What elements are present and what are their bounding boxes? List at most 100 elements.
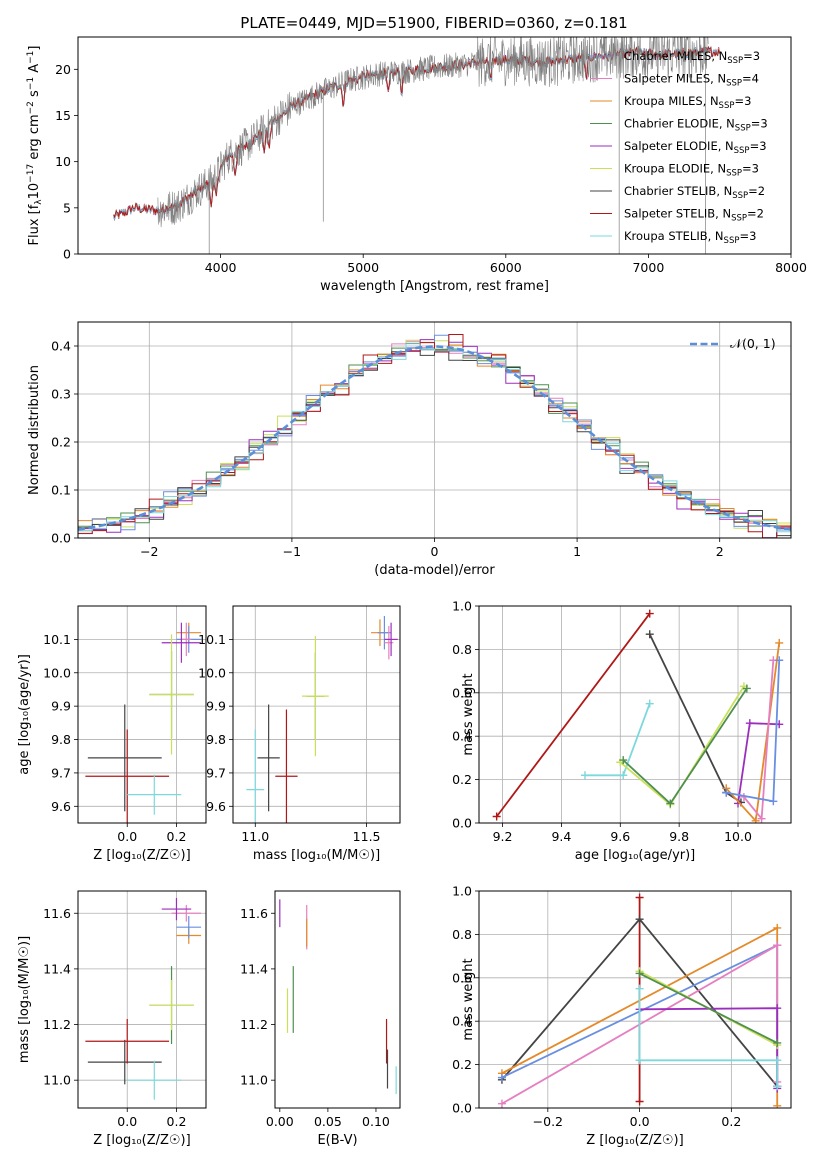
y-axis-label: Normed distribution	[27, 365, 42, 495]
errorbar-point	[181, 622, 192, 657]
legend-entry: Kroupa STELIB, NSSP=3	[624, 229, 756, 246]
x-tick-label: 1	[573, 544, 581, 559]
x-tick-label: 11.0	[241, 829, 269, 844]
legend-entry-count: =4	[742, 72, 759, 86]
legend-entry-count: =2	[747, 207, 764, 221]
panel-spectrum: 4000 5000 6000 7000 8000 0 5 10 15 20 wavelength […	[26, 36, 807, 294]
residual-histogram	[78, 334, 791, 538]
y-tick-label: 1.0	[452, 599, 472, 614]
legend-entry-name: Chabrier ELODIE, N	[624, 117, 735, 131]
weight-point-marker	[635, 984, 644, 993]
legend-entry-sub: SSP	[735, 124, 751, 134]
y-tick-label: 0.6	[452, 970, 472, 985]
weight-point-marker	[645, 630, 654, 639]
x-tick-label: 2	[716, 544, 724, 559]
x-tick-label: 9.2	[493, 829, 513, 844]
errorbar-point	[161, 622, 202, 663]
y-axis-label-part: −17	[26, 164, 36, 183]
axes-frame	[478, 605, 792, 824]
x-axis-label: wavelength [Angstrom, rest frame]	[320, 279, 549, 294]
x-tick-label: 0.0	[630, 1114, 650, 1129]
legend-entry: Kroupa ELODIE, NSSP=3	[624, 162, 759, 179]
y-axis-label-part: −1	[26, 51, 36, 64]
histograms	[78, 334, 791, 538]
y-axis-label-part: A	[27, 64, 42, 77]
errorbar-point	[275, 709, 298, 823]
legend-entry-name: Salpeter MILES, N	[624, 72, 726, 86]
x-axis-label: Z [log₁₀(Z/Z☉)]	[93, 848, 190, 863]
panel-residuals: −2 −1 0 1 2 0.0 0.1 0.2 0.3 0.4 (data-model)/error…	[27, 321, 792, 578]
weight-point-marker	[722, 788, 731, 797]
y-tick-label: 0.4	[51, 339, 71, 354]
errorbars	[279, 899, 397, 1095]
weight-point-marker	[773, 941, 782, 950]
panel-mass-metallicity: 0.0 0.2 11.0 11.2 11.4 11.6 Z [log₁₀(Z/Z☉)] mas…	[17, 890, 207, 1148]
weight-series-line	[638, 988, 779, 1087]
residual-histogram	[78, 342, 791, 537]
weight-point-marker	[773, 1004, 782, 1013]
errorbar-point	[85, 1018, 170, 1064]
x-tick-label: 9.6	[610, 829, 630, 844]
legend-entry-name: Salpeter ELODIE, N	[624, 139, 734, 153]
legend-entry-count: =3	[734, 94, 751, 108]
legend-entry-count: =3	[751, 117, 768, 131]
y-tick-label: 10.0	[198, 665, 226, 680]
legend-entry-count: =3	[739, 229, 756, 243]
legend-entry: Kroupa MILES, NSSP=3	[624, 94, 751, 111]
x-tick-label: 9.8	[669, 829, 689, 844]
axes-frame	[77, 36, 792, 255]
y-tick-label: 10	[55, 154, 71, 169]
y-tick-label: 11.4	[43, 961, 71, 976]
y-axis-label: mass weight	[461, 673, 476, 755]
y-tick-label: 9.9	[51, 699, 71, 714]
axes-frame	[232, 605, 401, 824]
x-tick-label: 5000	[347, 260, 379, 275]
y-tick-label: 11.2	[240, 1017, 268, 1032]
y-tick-label: 9.6	[51, 799, 71, 814]
weight-point-marker	[773, 1082, 782, 1091]
x-tick-label: −2	[140, 544, 158, 559]
errorbars	[85, 622, 202, 823]
y-tick-label: 11.0	[43, 1073, 71, 1088]
legend-entry-sub: SSP	[726, 169, 742, 179]
panel-age-mass: 11.0 11.5 9.6 9.7 9.8 9.9 10.0 10.1 mass [log₁₀(…	[198, 605, 401, 863]
legend-entry: Salpeter STELIB, NSSP=2	[624, 207, 764, 224]
errorbar-point	[302, 636, 329, 757]
y-tick-label: 9.7	[206, 765, 226, 780]
x-tick-label: 0.0	[117, 829, 137, 844]
y-tick-label: 0.0	[51, 531, 71, 546]
spectrum-lines	[113, 37, 720, 254]
weight-point-marker	[773, 1038, 782, 1047]
errorbar-point	[149, 980, 194, 1031]
weight-series-line	[495, 613, 651, 818]
weight-point-marker	[635, 1097, 644, 1106]
axes-frame	[77, 890, 207, 1109]
x-tick-label: 8000	[775, 260, 807, 275]
weight-point-marker	[757, 814, 766, 823]
errorbar-point	[384, 626, 394, 660]
y-axis-label-part: s	[27, 90, 42, 101]
legend-entry-sub: SSP	[731, 214, 747, 224]
weight-point-marker	[742, 684, 751, 693]
y-axis-label: mass [log₁₀(M/M☉)]	[17, 936, 32, 1063]
y-tick-label: 0	[63, 247, 71, 262]
weight-point-marker	[497, 1099, 506, 1108]
errorbar-point	[246, 729, 265, 823]
y-axis-label: age [log₁₀(age/yr)]	[17, 654, 32, 775]
errorbar-point	[127, 774, 182, 815]
weight-point-marker	[745, 719, 754, 728]
y-tick-label: 0.3	[51, 387, 71, 402]
x-tick-label: 4000	[205, 260, 237, 275]
y-tick-label: 5	[63, 200, 71, 215]
weight-lines	[492, 609, 784, 823]
axes-frame	[77, 605, 207, 824]
x-tick-label: 0.2	[167, 829, 187, 844]
y-axis-label-part: Flux [f	[27, 204, 42, 245]
x-axis-label: mass [log₁₀(M/M☉)]	[253, 848, 380, 863]
y-tick-label: 0.0	[452, 1101, 472, 1116]
y-tick-label: 11.2	[43, 1017, 71, 1032]
y-tick-label: 0.4	[452, 729, 472, 744]
y-tick-label: 11.6	[240, 906, 268, 921]
x-axis-label: Z [log₁₀(Z/Z☉)]	[586, 1133, 683, 1148]
y-tick-label: 9.9	[206, 699, 226, 714]
